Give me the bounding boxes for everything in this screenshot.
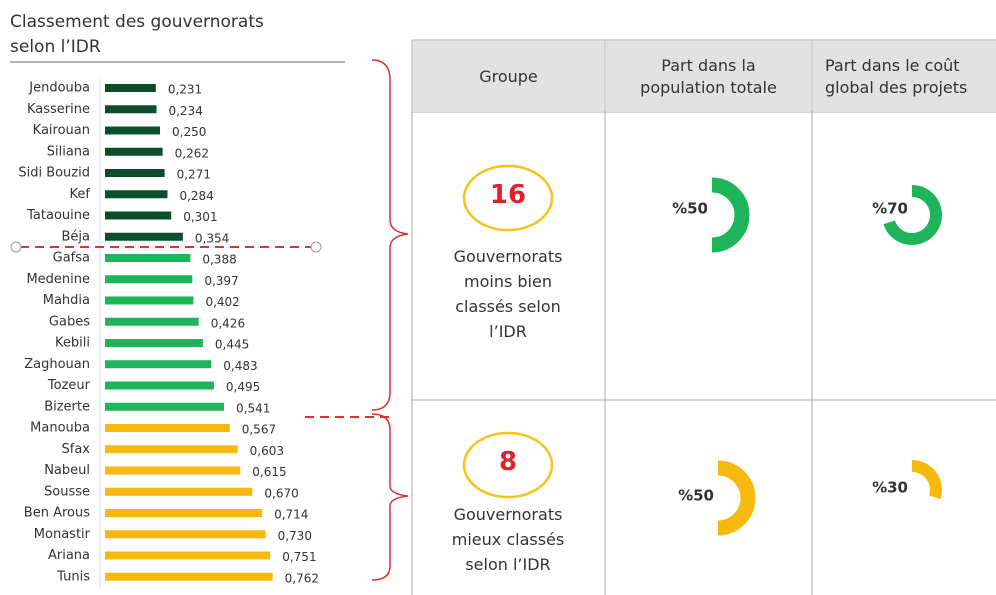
donut-arc [717, 460, 756, 536]
value-label: 0,301 [183, 210, 217, 224]
value-label: 0,426 [211, 316, 245, 330]
bar [105, 445, 238, 454]
bar [105, 424, 230, 432]
header-text: Part dans le coût global des projets [825, 56, 968, 97]
value-label: 0,714 [274, 508, 308, 522]
bar [105, 254, 191, 262]
donut-arc [883, 185, 942, 245]
donut-arc [911, 460, 942, 500]
bar [105, 147, 163, 156]
category-label: Gabes [49, 314, 90, 329]
bar [105, 381, 214, 390]
category-label: Jendouba [28, 81, 90, 96]
bar [105, 360, 212, 369]
value-label: 0,603 [250, 444, 284, 458]
category-label: Mahdia [43, 293, 90, 308]
value-label: 0,751 [282, 550, 316, 564]
value-label: 0,234 [168, 104, 202, 118]
category-label: Siliana [47, 144, 90, 159]
value-label: 0,271 [177, 168, 211, 182]
category-label: Zaghouan [24, 357, 90, 372]
category-label: Manouba [30, 421, 90, 436]
category-label: Bizerte [44, 399, 90, 414]
header-cell: Groupe [413, 41, 604, 112]
category-label: Sidi Bouzid [18, 166, 90, 181]
value-label: 0,402 [205, 295, 239, 309]
donut-label: %50 [678, 487, 714, 505]
category-label: Kef [70, 187, 91, 202]
group-label: Gouvernorats moins bien classés selon l’… [453, 247, 563, 341]
bar [105, 509, 263, 517]
category-label: Béja [62, 229, 91, 244]
value-label: 0,231 [168, 83, 202, 97]
bar [105, 275, 193, 284]
value-label: 0,670 [264, 486, 298, 500]
category-label: Kebili [55, 336, 90, 351]
bar [105, 530, 266, 539]
chart-title: Classement des gouvernorats selon l’IDR [10, 12, 264, 57]
bar [105, 487, 253, 496]
donut-label: %30 [872, 479, 908, 497]
category-label: Tozeur [47, 378, 91, 393]
bar [105, 126, 160, 135]
header-cell: Part dans la population totale [606, 41, 811, 112]
category-label: Ariana [48, 548, 90, 563]
value-label: 0,615 [252, 465, 286, 479]
donut-label: %50 [672, 200, 708, 218]
bar [105, 190, 168, 199]
count: 8 [498, 447, 518, 477]
category-label: Sfax [62, 442, 91, 457]
brace [371, 59, 409, 411]
count: 16 [489, 180, 527, 210]
table-grid [411, 39, 996, 595]
value-label: 0,567 [242, 423, 276, 437]
value-label: 0,284 [179, 189, 213, 203]
value-label: 0,541 [236, 401, 270, 415]
value-label: 0,250 [172, 125, 206, 139]
value-label: 0,495 [226, 380, 260, 394]
category-label: Monastir [34, 527, 91, 542]
bar [105, 551, 271, 560]
handle [10, 241, 22, 253]
brace [371, 413, 409, 581]
bar [105, 169, 165, 177]
category-label: Kairouan [33, 123, 90, 138]
value-label: 0,730 [278, 529, 312, 543]
category-label: Kasserine [27, 102, 90, 117]
donut-label: %70 [872, 200, 908, 218]
bar [105, 339, 203, 347]
value-label: 0,445 [215, 338, 249, 352]
count-ring [462, 431, 554, 499]
category-label: Gafsa [53, 251, 90, 266]
bar [105, 317, 199, 326]
value-label: 0,483 [223, 359, 257, 373]
handle [310, 241, 322, 253]
value-label: 0,397 [204, 274, 238, 288]
bar [105, 105, 157, 114]
bar [105, 402, 225, 411]
bar [105, 84, 156, 92]
donut-arc [711, 177, 750, 253]
group-label: Gouvernorats mieux classés selon l’IDR [451, 505, 565, 574]
category-label: Medenine [26, 272, 90, 287]
category-label: Ben Arous [24, 506, 90, 521]
category-label: Nabeul [44, 463, 90, 478]
category-label: Sousse [44, 484, 90, 499]
value-label: 0,388 [202, 253, 236, 267]
bar [105, 211, 172, 220]
value-label: 0,262 [175, 146, 209, 160]
header-cell: Part dans le coût global des projets [813, 41, 996, 112]
category-label: Tataouine [26, 208, 90, 223]
category-label: Tunis [56, 569, 90, 584]
value-label: 0,762 [285, 571, 319, 585]
bar [105, 296, 194, 305]
bar [105, 232, 183, 241]
count-ring [462, 164, 554, 232]
bar [105, 466, 241, 475]
bar [105, 572, 273, 581]
value-label: 0,354 [195, 231, 229, 245]
